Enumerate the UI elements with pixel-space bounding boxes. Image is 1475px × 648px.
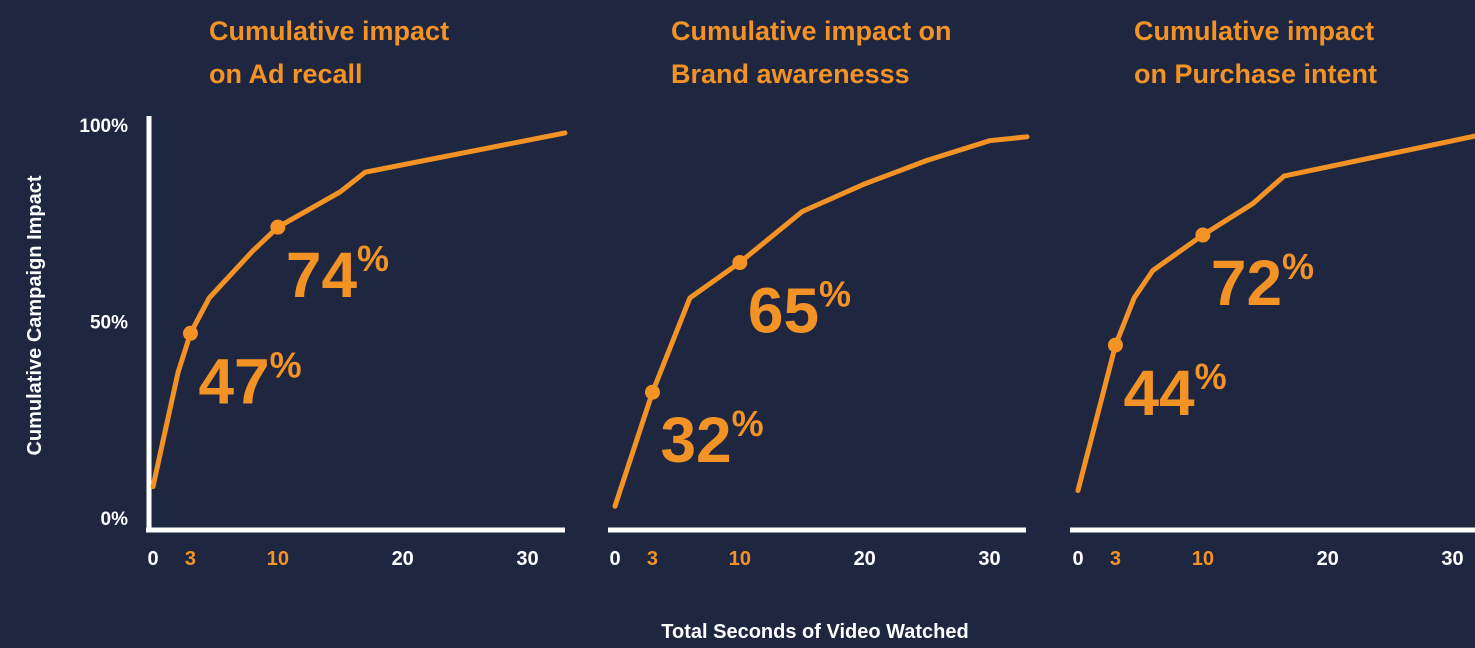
y-tick-label: 0% (101, 509, 129, 530)
data-point (1195, 227, 1211, 243)
data-point (732, 255, 748, 271)
x-tick-label: 30 (978, 548, 1000, 570)
x-tick-label: 0 (609, 548, 620, 570)
x-tick-label: 10 (267, 548, 289, 570)
chart-title: Cumulative impact (1134, 16, 1374, 46)
chart-title: on Ad recall (209, 59, 363, 89)
data-label: 65% (748, 274, 851, 347)
data-point (1107, 337, 1123, 353)
data-label: 47% (198, 344, 301, 417)
data-line (612, 134, 1030, 509)
x-axis-label: Total Seconds of Video Watched (661, 621, 968, 643)
data-label: 44% (1123, 356, 1226, 429)
data-point (182, 325, 198, 341)
x-tick-label: 3 (185, 548, 196, 570)
x-tick-label: 3 (647, 548, 658, 570)
data-label: 74% (286, 238, 389, 311)
x-tick-label: 20 (1317, 548, 1339, 570)
chart-title: Cumulative impact on (671, 16, 952, 46)
data-line (1075, 133, 1475, 493)
x-tick-label: 30 (516, 548, 538, 570)
chart-title: Cumulative impact (209, 16, 449, 46)
x-tick-label: 20 (392, 548, 414, 570)
x-tick-label: 10 (729, 548, 751, 570)
y-tick-label: 100% (79, 116, 128, 137)
data-label: 72% (1211, 246, 1314, 319)
x-tick-label: 10 (1192, 548, 1214, 570)
y-axis-label: Cumulative Campaign Impact (24, 175, 46, 455)
data-label: 32% (660, 403, 763, 476)
data-line (150, 130, 568, 490)
chart-title: Brand awarenesss (671, 59, 910, 89)
data-point (644, 384, 660, 400)
x-tick-label: 0 (147, 548, 158, 570)
x-tick-label: 3 (1110, 548, 1121, 570)
chart-title: on Purchase intent (1134, 59, 1377, 89)
data-point (270, 219, 286, 235)
y-tick-label: 50% (90, 313, 128, 334)
x-tick-label: 20 (854, 548, 876, 570)
x-tick-label: 30 (1441, 548, 1463, 570)
x-tick-label: 0 (1072, 548, 1083, 570)
